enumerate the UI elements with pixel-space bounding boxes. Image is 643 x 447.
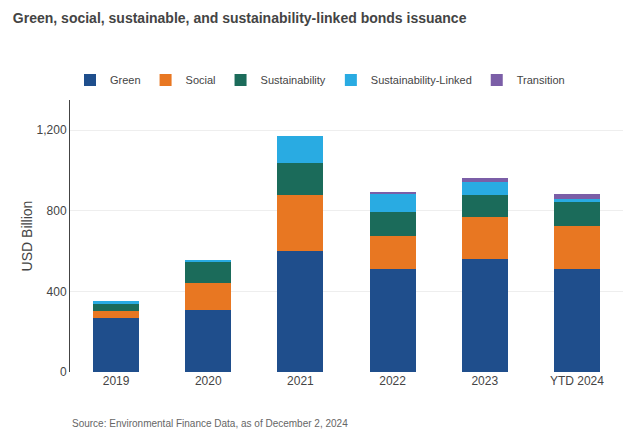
svg-text:Green, social, sustainable, an: Green, social, sustainable, and sustaina… — [13, 10, 467, 26]
svg-text:400: 400 — [47, 285, 67, 299]
svg-text:USD Billion: USD Billion — [19, 201, 35, 272]
svg-text:Green: Green — [110, 74, 141, 86]
svg-text:Source: Environmental Finance: Source: Environmental Finance Data, as o… — [72, 418, 348, 429]
svg-text:2023: 2023 — [471, 374, 498, 388]
svg-text:2020: 2020 — [195, 374, 222, 388]
svg-text:YTD 2024: YTD 2024 — [550, 374, 604, 388]
svg-text:2019: 2019 — [103, 374, 130, 388]
svg-text:800: 800 — [47, 204, 67, 218]
svg-text:2022: 2022 — [379, 374, 406, 388]
svg-text:1,200: 1,200 — [37, 123, 67, 137]
svg-text:Sustainability: Sustainability — [261, 74, 326, 86]
svg-text:0: 0 — [60, 365, 67, 379]
svg-text:Social: Social — [186, 74, 216, 86]
svg-text:2021: 2021 — [287, 374, 314, 388]
svg-text:Transition: Transition — [517, 74, 565, 86]
svg-text:Sustainability-Linked: Sustainability-Linked — [371, 74, 472, 86]
